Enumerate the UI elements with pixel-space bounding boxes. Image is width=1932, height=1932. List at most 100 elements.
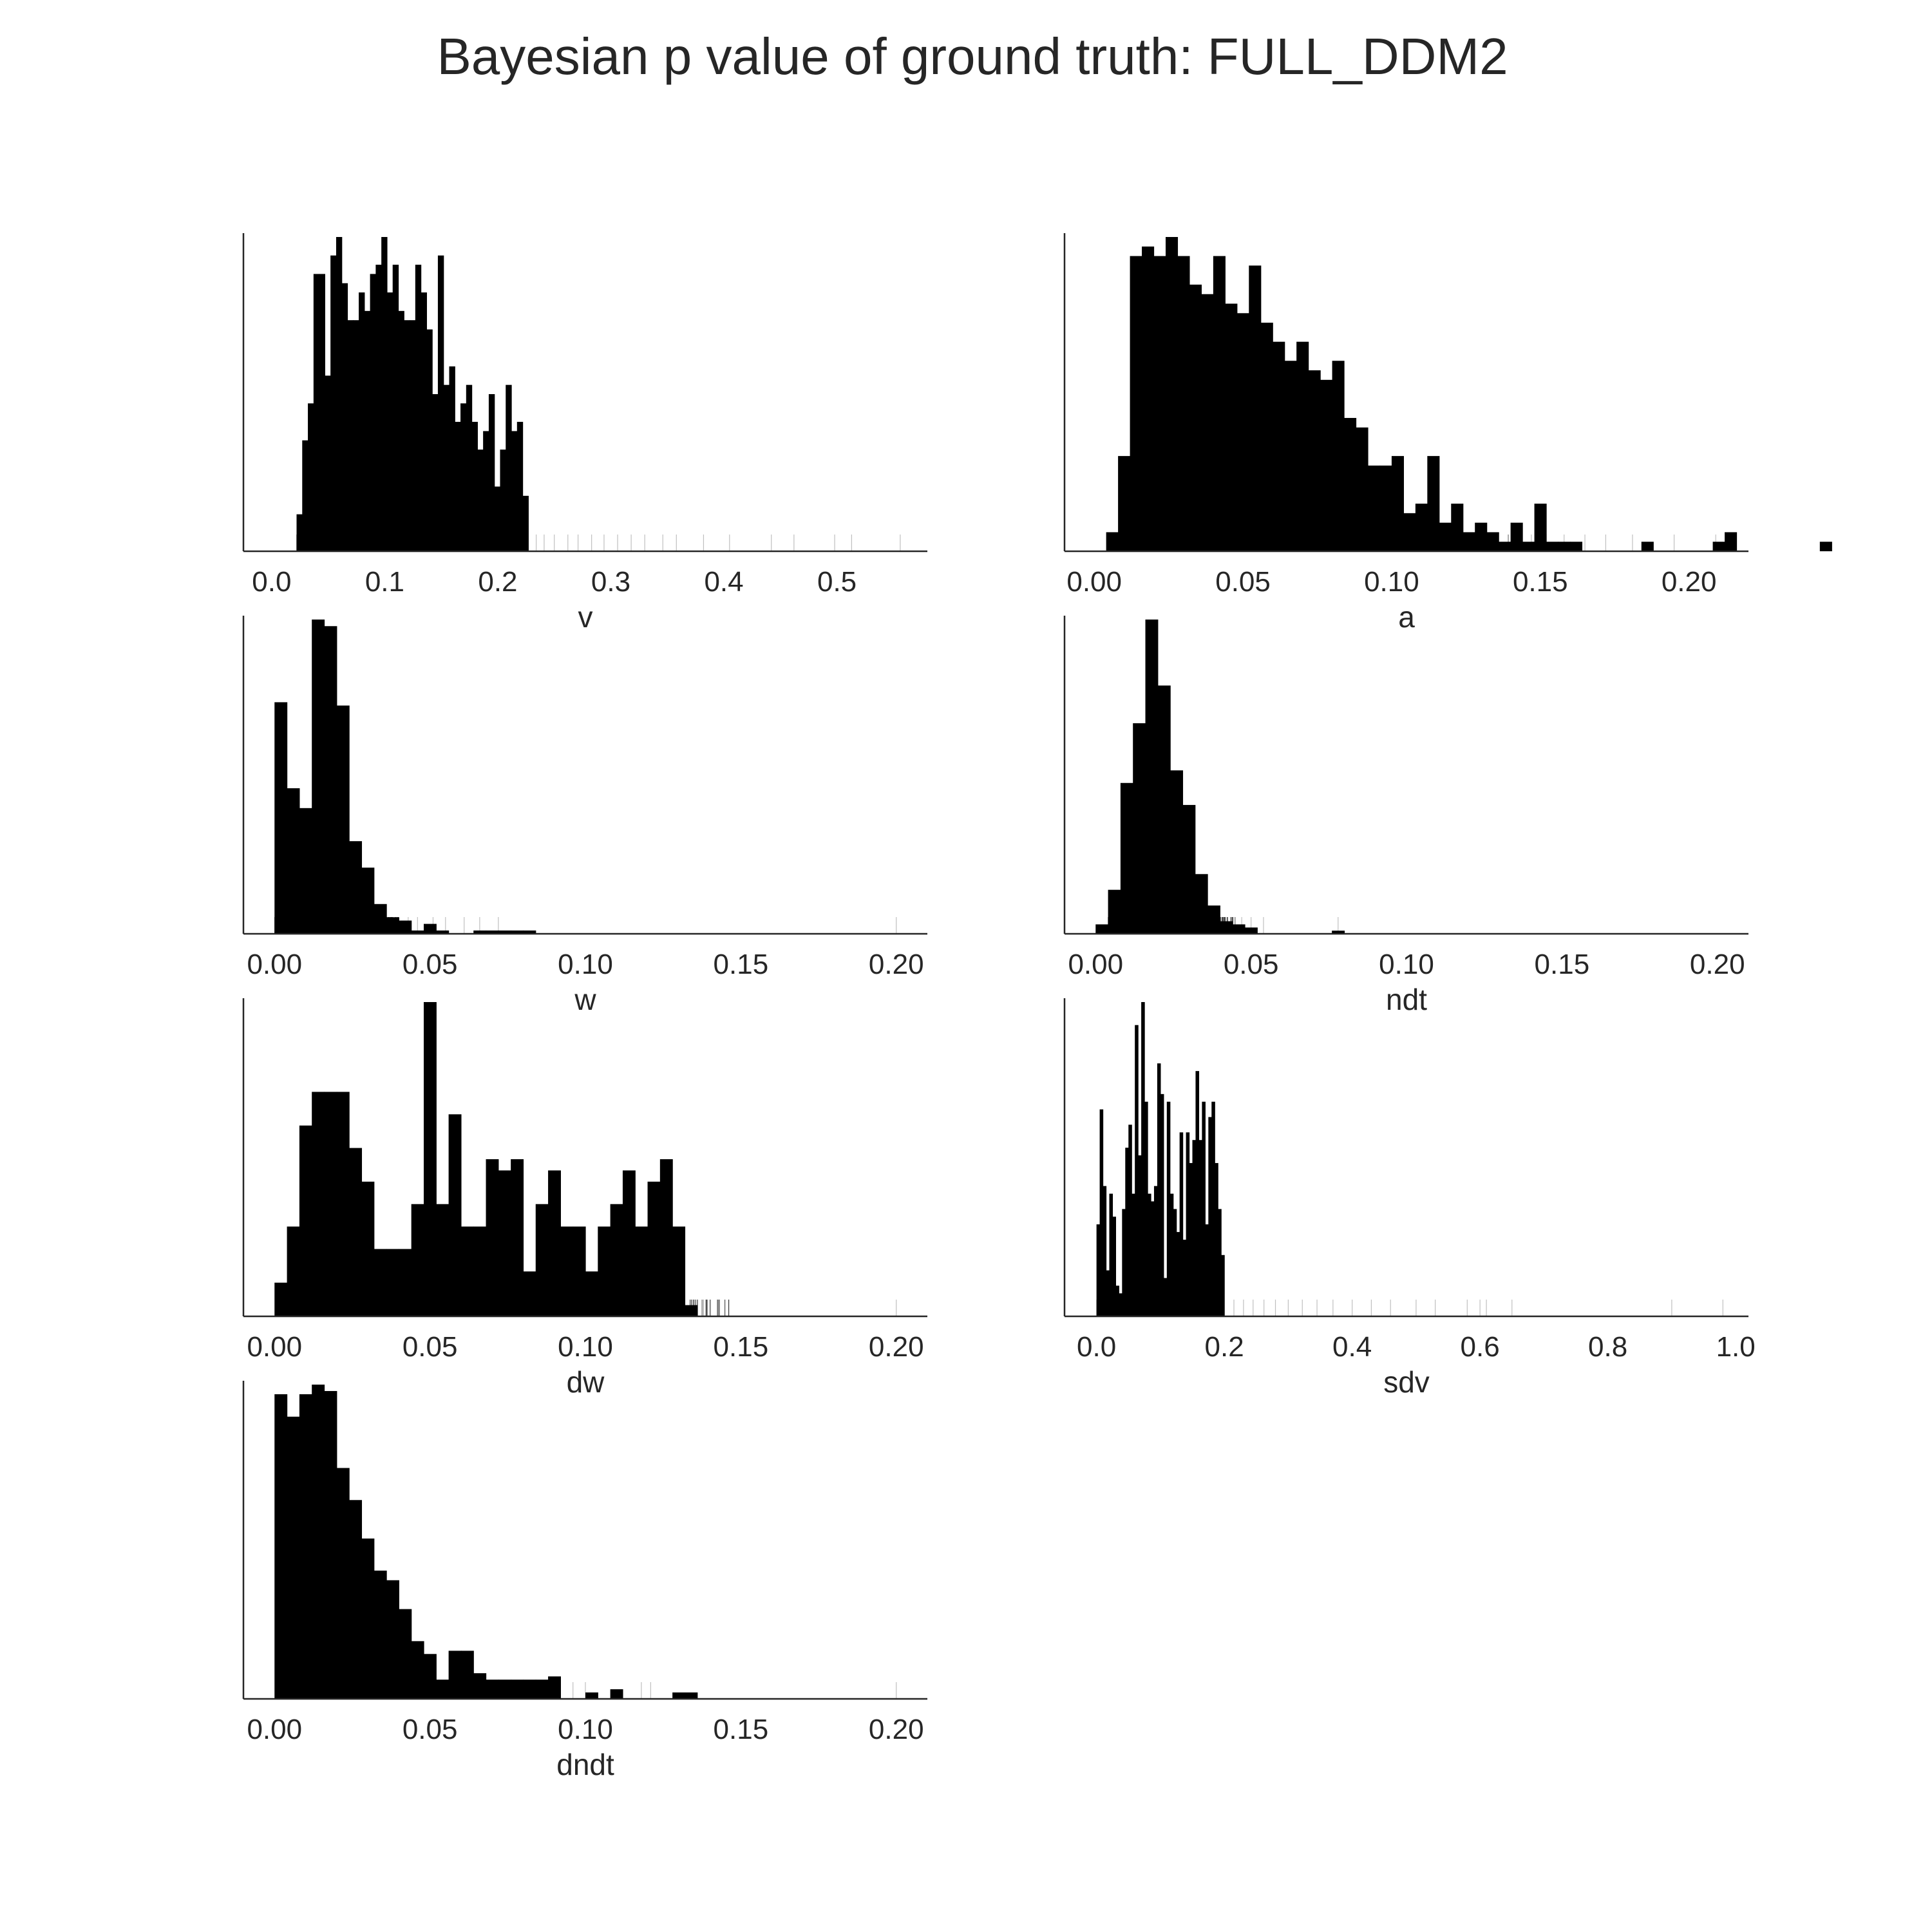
histogram-bar (560, 1226, 574, 1316)
histogram-bar (411, 930, 424, 934)
histogram-bar (411, 1204, 424, 1316)
histogram-bar (386, 1580, 399, 1699)
x-tick-label: 0.20 (869, 949, 924, 980)
histogram-bar (347, 320, 354, 551)
histogram-bar (361, 1181, 375, 1316)
histogram-bar (1486, 532, 1499, 551)
histogram-bar (1221, 1255, 1225, 1316)
histogram-bar (421, 292, 427, 551)
histogram-bar (1439, 522, 1452, 551)
x-tick-label: 0.00 (247, 1714, 302, 1745)
histogram-bar (1499, 542, 1511, 551)
histogram-bar (585, 1692, 598, 1699)
histogram-bar (1232, 924, 1245, 934)
x-tick-label: 0.20 (869, 1331, 924, 1363)
x-tick-label: 0.5 (817, 566, 857, 598)
x-tick-label: 0.10 (1379, 949, 1434, 980)
histogram-bar (548, 1170, 561, 1316)
histogram-bar (415, 265, 422, 551)
histogram-bar (1153, 1186, 1158, 1316)
x-tick-label: 0.2 (1205, 1331, 1244, 1363)
histogram-bar (1819, 542, 1832, 551)
histogram-bar (1415, 504, 1428, 551)
x-tick-label: 0.10 (558, 949, 613, 980)
histogram-bar (1218, 1209, 1222, 1316)
histogram-bar (1176, 1232, 1180, 1316)
histogram-bar (1128, 1124, 1132, 1316)
histogram-bar (1332, 931, 1345, 934)
histogram-bar (296, 514, 303, 551)
histogram-bar (443, 384, 450, 551)
histogram-bar (511, 930, 524, 934)
rug-marks (296, 535, 901, 551)
histogram-bar (1308, 370, 1321, 551)
histogram-bar (1249, 265, 1262, 551)
histogram-bar (374, 1570, 387, 1699)
histogram-bar (1379, 465, 1392, 551)
histogram-bar (1173, 1209, 1177, 1316)
histogram-bar (299, 1394, 312, 1699)
histogram-bar (1160, 1094, 1164, 1316)
histogram-bar (299, 1125, 312, 1316)
histogram-bar (1344, 417, 1357, 551)
histogram-bars (274, 620, 536, 934)
x-tick-label: 0.05 (402, 1331, 458, 1363)
histogram-bar (1284, 361, 1297, 551)
subplot-ndt: 0.00 0.05 0.10 0.15 0.20 ndt (1063, 616, 1748, 1016)
histogram-bar (302, 440, 308, 551)
histogram-bar (324, 626, 337, 934)
histogram-bar (483, 431, 489, 551)
histogram-bar (1403, 513, 1416, 551)
histogram-bars (1096, 1002, 1225, 1316)
histogram-bar (381, 237, 388, 551)
histogram-bar (1451, 504, 1464, 551)
rug-marks (1096, 1300, 1723, 1316)
subplot-sdv: 0.0 0.2 0.4 0.6 0.8 1.0 sdv (1063, 998, 1756, 1399)
x-tick-label: 0.8 (1588, 1331, 1627, 1363)
histogram-bar (523, 1271, 536, 1316)
x-tick-label: 0.15 (714, 1714, 769, 1745)
histogram-bar (336, 705, 350, 934)
histogram-bar (1115, 1285, 1119, 1316)
histogram-bar (1198, 1140, 1202, 1316)
histogram-bar (361, 1539, 375, 1699)
histogram-bar (1215, 1162, 1218, 1316)
x-tick-label: 0.00 (247, 949, 302, 980)
histogram-bar (359, 292, 365, 551)
x-tick-label: 0.20 (869, 1714, 924, 1745)
histogram-bar (1213, 256, 1226, 551)
histogram-bar (410, 320, 416, 551)
histogram-bar (598, 1226, 611, 1316)
x-axis-label: ndt (1386, 983, 1427, 1016)
histogram-bar (672, 1692, 686, 1699)
histogram-bar (672, 1226, 686, 1316)
x-axis-label: w (574, 983, 596, 1016)
histogram-bar (573, 1226, 586, 1316)
histogram-bar (349, 1500, 363, 1699)
histogram-bar (659, 1159, 673, 1316)
histogram-bar (370, 274, 376, 551)
x-tick-label: 0.2 (478, 566, 517, 598)
subplot-w: 0.00 0.05 0.10 0.15 0.20 w (242, 616, 927, 1016)
histogram-bar (1170, 1193, 1174, 1316)
histogram-bars (274, 1385, 698, 1699)
histogram-bars (274, 1002, 698, 1316)
x-tick-label: 0.05 (402, 949, 458, 980)
histogram-bar (1189, 284, 1202, 551)
histogram-bar (1192, 1140, 1197, 1316)
x-tick-label: 0.15 (714, 949, 769, 980)
histogram-bar (411, 1641, 424, 1699)
histogram-bar (399, 1249, 412, 1316)
histogram-bar (274, 1394, 288, 1699)
histogram-bar (325, 375, 331, 551)
histogram-bar (1103, 1186, 1107, 1316)
histogram-bar (506, 384, 512, 551)
histogram-bar (448, 1114, 462, 1316)
histogram-bar (1220, 921, 1233, 934)
histogram-bar (1195, 1071, 1200, 1316)
histogram-bar (1510, 522, 1523, 551)
rug-marks (293, 1300, 897, 1316)
histogram-bar (336, 1092, 350, 1316)
histogram-bar (299, 808, 312, 934)
histogram-bar (1208, 1117, 1212, 1316)
